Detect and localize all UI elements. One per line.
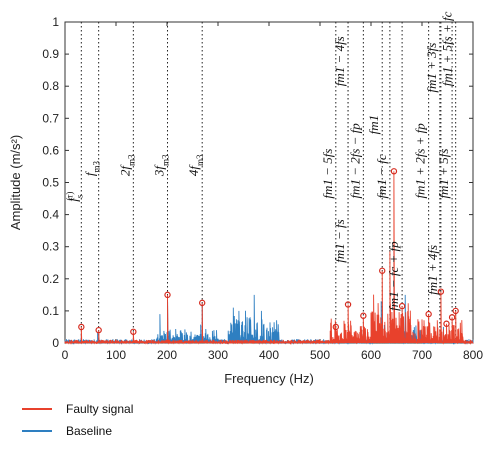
y-tick-label: 0.6 — [42, 143, 59, 157]
y-tick-label: 0.7 — [42, 111, 59, 125]
baseline-spectrum — [64, 246, 474, 345]
legend-label-faulty: Faulty signal — [66, 402, 134, 416]
y-tick-label: 0.3 — [42, 240, 59, 254]
legend-item-baseline: Baseline — [22, 420, 133, 442]
x-axis-title: Frequency (Hz) — [224, 371, 314, 386]
harmonic-label: fm1 − 4fs — [332, 36, 347, 86]
y-tick-label: 0.1 — [42, 304, 59, 318]
harmonic-label: fm1 + 4fs — [425, 245, 440, 295]
y-tick-label: 0.8 — [42, 79, 59, 93]
harmonic-label: fm1 − fc — [374, 154, 389, 198]
harmonic-label: fm3 — [83, 160, 102, 176]
legend-label-baseline: Baseline — [66, 424, 113, 438]
chart-svg: 0 100 200 300 400 500 600 700 800 0 0.1 0.2 0.3 0.4 0.… — [8, 11, 483, 386]
peak-marker — [425, 310, 432, 318]
peak-marker — [78, 323, 85, 331]
harmonic-label: fm1 − 2fs − fp — [347, 123, 362, 199]
harmonic-label: 2fm3 — [117, 154, 136, 176]
faulty-spectrum — [64, 171, 474, 345]
x-tick-label: 600 — [361, 348, 381, 362]
y-tick-label: 0.9 — [42, 47, 59, 61]
x-tick-label: 200 — [157, 348, 177, 362]
x-tick-label: 0 — [62, 348, 69, 362]
peak-marker — [332, 323, 340, 331]
legend-item-faulty: Faulty signal — [22, 398, 133, 420]
peak-marker — [95, 326, 102, 334]
harmonic-label: fm1 — [366, 115, 381, 135]
x-tick-label: 300 — [208, 348, 228, 362]
harmonic-label: fm1 + 3fs — [424, 43, 439, 93]
harmonic-label: fm1 + 5fs — [436, 149, 451, 199]
y-tick-label: 1 — [52, 15, 59, 29]
y-tick-label: 0.4 — [42, 208, 59, 222]
harmonic-label: fm1 + 2fs + fp — [413, 123, 428, 199]
peak-marker — [390, 168, 398, 175]
x-tick-label: 800 — [463, 348, 483, 362]
harmonic-label: fs(r) — [64, 192, 84, 202]
harmonic-label: fm1 − fc + fp — [386, 241, 401, 311]
harmonic-label: fm1 − 5fs — [320, 149, 335, 199]
harmonic-label: 4fm3 — [186, 154, 205, 176]
peak-marker — [443, 320, 450, 327]
harmonic-label: fm1 + 5fs + fc — [440, 11, 455, 86]
peak-marker — [448, 314, 456, 321]
peak-marker — [360, 312, 367, 319]
harmonic-label: fm1 − fs — [332, 219, 347, 262]
peak-marker — [398, 302, 406, 310]
peak-marker — [164, 291, 171, 299]
y-tick-label: 0.5 — [42, 176, 59, 190]
legend-swatch-faulty — [22, 408, 52, 410]
peak-marker — [198, 299, 206, 307]
x-tick-label: 100 — [106, 348, 126, 362]
peak-marker — [130, 328, 137, 335]
x-tick-label: 700 — [412, 348, 432, 362]
x-tick-label: 500 — [310, 348, 330, 362]
x-tick-label: 400 — [259, 348, 279, 362]
harmonic-label: 3fm3 — [152, 154, 171, 177]
y-tick-label: 0 — [52, 336, 59, 350]
legend: Faulty signal Baseline — [22, 398, 133, 442]
legend-swatch-baseline — [22, 430, 52, 432]
y-axis-title: Amplitude (m/s²) — [8, 135, 23, 230]
peak-marker — [379, 267, 386, 274]
peak-marker — [452, 307, 459, 315]
peak-marker — [344, 301, 352, 308]
y-tick-label: 0.2 — [42, 272, 59, 286]
peak-marker — [437, 288, 445, 295]
